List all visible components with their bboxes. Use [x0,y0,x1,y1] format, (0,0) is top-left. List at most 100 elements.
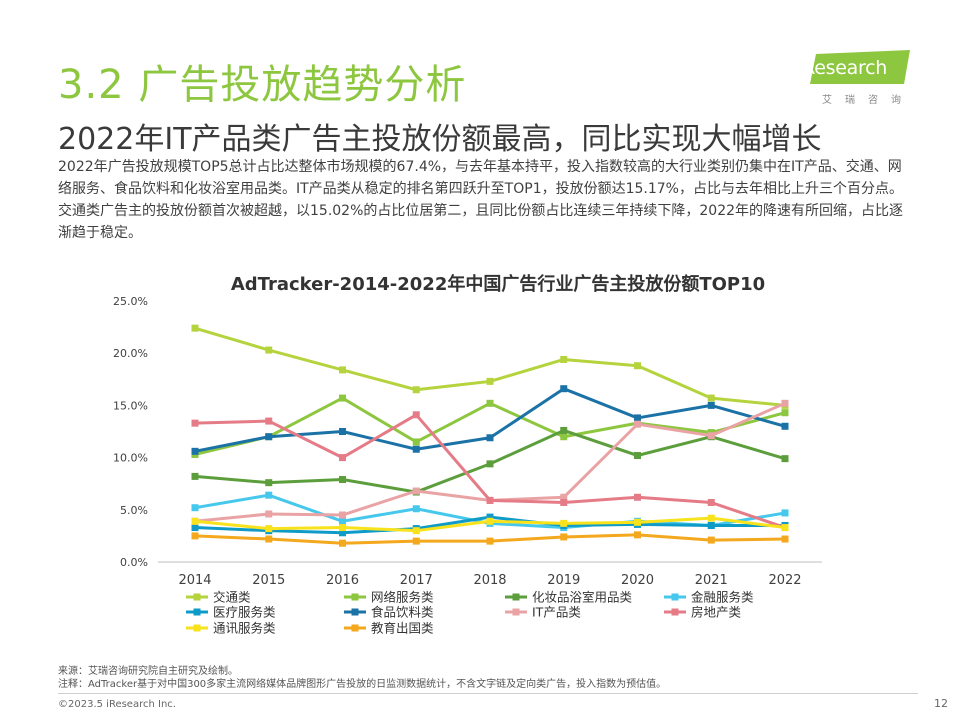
footnote-source: 来源：艾瑞咨询研究院自主研究及绘制。 [58,666,238,677]
data-point [781,455,789,463]
logo-chinese-name: 艾瑞咨询 [822,95,914,106]
data-point [560,493,568,501]
chart-series [191,324,789,547]
legend-swatch-marker [193,624,201,632]
x-tick-label: 2017 [400,573,433,588]
data-point [412,411,420,419]
legend-swatch-marker [671,608,679,616]
series-10 [191,531,789,547]
page-number: 12 [934,697,948,710]
data-point [265,525,273,533]
legend-label: 食品饮料类 [371,605,434,620]
data-point [412,386,420,394]
legend-item: 医疗服务类 [186,605,276,620]
data-point [191,324,199,332]
logo-shape-icon [810,50,910,84]
x-tick-label: 2019 [547,573,580,588]
data-point [265,433,273,441]
x-tick-label: 2020 [621,573,654,588]
y-tick-label: 15.0% [113,399,148,412]
data-point [412,527,420,535]
data-point [634,414,641,422]
data-point [486,399,494,407]
data-point [265,510,273,518]
data-point [707,521,715,529]
data-point [191,504,199,512]
data-point [191,419,199,427]
legend-label: 网络服务类 [371,590,434,605]
legend-swatch-marker [193,608,201,616]
data-point [634,493,641,501]
legend-label: IT产品类 [532,605,581,620]
footer-divider [58,693,918,694]
data-point [339,366,346,374]
data-point [560,433,568,441]
data-point [191,447,199,455]
series-1 [191,324,789,409]
data-point [265,346,273,354]
legend-item: 交通类 [186,590,251,605]
data-point [781,535,789,543]
chart-axes: 0.0% 5.0% 10.0% 15.0% 20.0% 25.0% 2014 2015 2016… [113,295,822,588]
series-line [194,326,786,407]
legend-swatch-marker [351,624,359,632]
data-point [412,487,420,495]
data-point [560,533,568,541]
legend-item: 教育出国类 [344,621,434,636]
data-point [486,434,494,442]
line-chart: AdTracker-2014-2022年中国广告行业广告主投放份额TOP10 0… [113,273,822,636]
legend-item: IT产品类 [505,605,581,620]
data-point [339,454,346,462]
y-tick-label: 25.0% [113,295,148,308]
data-point [412,445,420,453]
legend-item: 化妆品浴室用品类 [505,590,633,605]
headline: 2022年IT产品类广告主投放份额最高，同比实现大幅增长 [58,122,822,157]
data-point [339,524,346,532]
legend-label: 房地产类 [691,605,742,620]
copyright: ©2023.5 iResearch Inc. [58,699,176,710]
data-point [486,517,494,525]
data-point [781,399,789,407]
legend-label: 教育出国类 [371,621,434,636]
data-point [634,452,641,460]
logo-i: i [796,57,803,79]
legend-swatch-marker [512,608,520,616]
body-paragraph: 2022年广告投放规模TOP5总计占比达整体市场规模的67.4%，与去年基本持平… [58,159,904,241]
data-point [781,509,789,517]
x-tick-label: 2021 [695,573,728,588]
data-point [634,518,641,526]
legend-label: 金融服务类 [691,590,754,605]
data-point [265,535,273,543]
x-tick-label: 2016 [326,573,359,588]
x-tick-label: 2018 [473,573,506,588]
series-8 [191,411,789,532]
data-point [707,514,715,522]
legend-swatch-marker [671,593,679,601]
legend-item: 房地产类 [664,605,742,620]
x-tick-label: 2022 [768,573,801,588]
section-title: 3.2 广告投放趋势分析 [58,62,467,108]
data-point [339,394,346,402]
data-point [191,524,199,532]
data-point [781,409,789,417]
data-point [265,417,273,425]
data-point [339,476,346,484]
data-point [339,517,346,525]
data-point [412,537,420,545]
data-point [634,531,641,539]
data-point [634,362,641,370]
iresearch-logo: iResearch 艾瑞咨询 [792,48,914,106]
x-tick-label: 2015 [252,573,285,588]
series-9 [191,514,789,535]
legend-swatch-marker [193,593,201,601]
data-point [486,460,494,468]
legend-label: 通讯服务类 [213,621,276,636]
data-point [265,491,273,499]
data-point [560,519,568,527]
data-point [634,420,641,428]
data-point [412,505,420,513]
data-point [707,401,715,409]
data-point [560,385,568,393]
data-point [191,517,199,525]
